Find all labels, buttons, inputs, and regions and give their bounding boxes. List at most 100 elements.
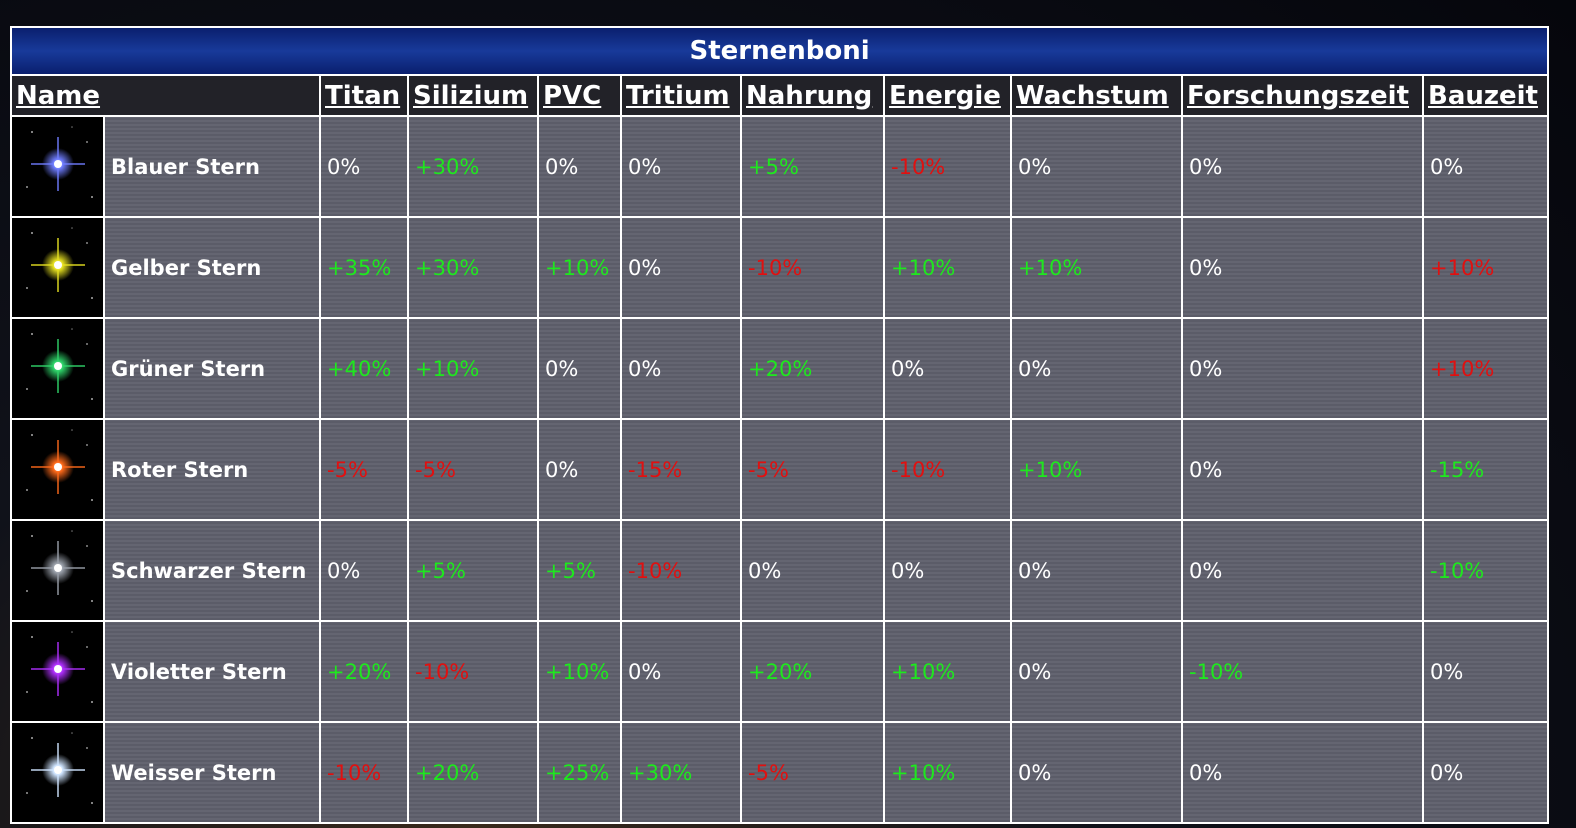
star-row: Schwarzer Stern 0% +5% +5% -10% 0% 0% 0% 0% -10% bbox=[10, 519, 1550, 622]
column-header[interactable]: Bauzeit bbox=[1421, 74, 1550, 117]
bonus-value: +10% bbox=[883, 721, 1012, 824]
star-name: Gelber Stern bbox=[103, 216, 321, 319]
column-header[interactable]: PVC bbox=[537, 74, 622, 117]
star-icon-cell bbox=[10, 115, 105, 218]
bonus-value: +10% bbox=[883, 620, 1012, 723]
bonus-value: 0% bbox=[1181, 721, 1424, 824]
bonus-value: -5% bbox=[740, 418, 885, 521]
bonus-value: +5% bbox=[537, 519, 622, 622]
bonus-value: 0% bbox=[1421, 620, 1550, 723]
star-row: Weisser Stern -10% +20% +25% +30% -5% +10% 0% 0%… bbox=[10, 721, 1550, 824]
bonus-value: +10% bbox=[537, 216, 622, 319]
star-row: Grüner Stern +40% +10% 0% 0% +20% 0% 0% 0% +10% bbox=[10, 317, 1550, 420]
bonus-value: -10% bbox=[319, 721, 409, 824]
star-row: Violetter Stern +20% -10% +10% 0% +20% +10% 0% -… bbox=[10, 620, 1550, 723]
bonus-table: Sternenboni Name Titan Silizium PVC Tritium N… bbox=[9, 26, 1550, 824]
bonus-value: -10% bbox=[407, 620, 539, 723]
bonus-value: 0% bbox=[319, 519, 409, 622]
bonus-value: -10% bbox=[620, 519, 742, 622]
bonus-value: -5% bbox=[740, 721, 885, 824]
bonus-value: +5% bbox=[407, 519, 539, 622]
bonus-value: +10% bbox=[883, 216, 1012, 319]
bonus-value: 0% bbox=[1181, 216, 1424, 319]
bonus-value: +10% bbox=[1421, 317, 1550, 420]
star-icon bbox=[13, 724, 102, 817]
bonus-value: -10% bbox=[740, 216, 885, 319]
bonus-value: -15% bbox=[620, 418, 742, 521]
bonus-value: 0% bbox=[740, 519, 885, 622]
bonus-value: 0% bbox=[319, 115, 409, 218]
bonus-value: 0% bbox=[537, 115, 622, 218]
bonus-value: 0% bbox=[620, 317, 742, 420]
header-row: Name Titan Silizium PVC Tritium Nahrung Energi… bbox=[10, 74, 1550, 117]
star-icon bbox=[13, 320, 102, 413]
bonus-value: 0% bbox=[1421, 721, 1550, 824]
star-name: Blauer Stern bbox=[103, 115, 321, 218]
bonus-value: 0% bbox=[1010, 317, 1183, 420]
bonus-value: +20% bbox=[407, 721, 539, 824]
column-header[interactable]: Forschungszeit bbox=[1181, 74, 1424, 117]
bonus-value: -10% bbox=[1421, 519, 1550, 622]
bonus-value: -5% bbox=[407, 418, 539, 521]
star-icon-cell bbox=[10, 317, 105, 420]
bonus-value: +25% bbox=[537, 721, 622, 824]
star-icon bbox=[13, 118, 102, 211]
column-header[interactable]: Wachstum bbox=[1010, 74, 1183, 117]
star-icon bbox=[13, 623, 102, 716]
bonus-value: 0% bbox=[537, 418, 622, 521]
star-icon bbox=[13, 421, 102, 514]
star-icon-cell bbox=[10, 620, 105, 723]
column-header[interactable]: Nahrung bbox=[740, 74, 885, 117]
star-name: Schwarzer Stern bbox=[103, 519, 321, 622]
bonus-value: +20% bbox=[740, 620, 885, 723]
star-name: Weisser Stern bbox=[103, 721, 321, 824]
bonus-value: 0% bbox=[1010, 519, 1183, 622]
bonus-value: 0% bbox=[883, 317, 1012, 420]
star-icon-cell bbox=[10, 418, 105, 521]
star-icon-cell bbox=[10, 519, 105, 622]
bonus-value: +10% bbox=[407, 317, 539, 420]
bonus-value: +10% bbox=[1010, 216, 1183, 319]
bonus-value: +5% bbox=[740, 115, 885, 218]
column-header[interactable]: Name bbox=[10, 74, 321, 117]
bonus-value: -10% bbox=[1181, 620, 1424, 723]
star-icon-cell bbox=[10, 721, 105, 824]
star-icon-cell bbox=[10, 216, 105, 319]
bonus-value: +30% bbox=[407, 115, 539, 218]
bonus-value: +30% bbox=[407, 216, 539, 319]
bonus-value: -15% bbox=[1421, 418, 1550, 521]
column-header[interactable]: Silizium bbox=[407, 74, 539, 117]
bonus-value: +10% bbox=[1421, 216, 1550, 319]
column-header[interactable]: Titan bbox=[319, 74, 409, 117]
star-row: Roter Stern -5% -5% 0% -15% -5% -10% +10% 0% -15% bbox=[10, 418, 1550, 521]
star-name: Violetter Stern bbox=[103, 620, 321, 723]
bonus-value: 0% bbox=[883, 519, 1012, 622]
bonus-value: 0% bbox=[1010, 620, 1183, 723]
star-row: Blauer Stern 0% +30% 0% 0% +5% -10% 0% 0% 0% bbox=[10, 115, 1550, 218]
bonus-value: 0% bbox=[1181, 115, 1424, 218]
star-name: Roter Stern bbox=[103, 418, 321, 521]
bonus-value: +10% bbox=[1010, 418, 1183, 521]
bonus-value: -5% bbox=[319, 418, 409, 521]
bonus-value: 0% bbox=[620, 620, 742, 723]
star-icon bbox=[13, 522, 102, 615]
bonus-value: 0% bbox=[537, 317, 622, 420]
bonus-value: 0% bbox=[1181, 519, 1424, 622]
bonus-value: 0% bbox=[1421, 115, 1550, 218]
bonus-value: 0% bbox=[620, 115, 742, 218]
bonus-value: -10% bbox=[883, 115, 1012, 218]
bonus-value: 0% bbox=[1181, 418, 1424, 521]
bonus-value: -10% bbox=[883, 418, 1012, 521]
bonus-value: +10% bbox=[537, 620, 622, 723]
table-title: Sternenboni bbox=[9, 26, 1550, 76]
star-row: Gelber Stern +35% +30% +10% 0% -10% +10% +10% 0%… bbox=[10, 216, 1550, 319]
bonus-value: +30% bbox=[620, 721, 742, 824]
star-name: Grüner Stern bbox=[103, 317, 321, 420]
column-header[interactable]: Tritium bbox=[620, 74, 742, 117]
bonus-value: 0% bbox=[1010, 721, 1183, 824]
bonus-value: 0% bbox=[1010, 115, 1183, 218]
bonus-value: +20% bbox=[319, 620, 409, 723]
column-header[interactable]: Energie bbox=[883, 74, 1012, 117]
bonus-value: +20% bbox=[740, 317, 885, 420]
